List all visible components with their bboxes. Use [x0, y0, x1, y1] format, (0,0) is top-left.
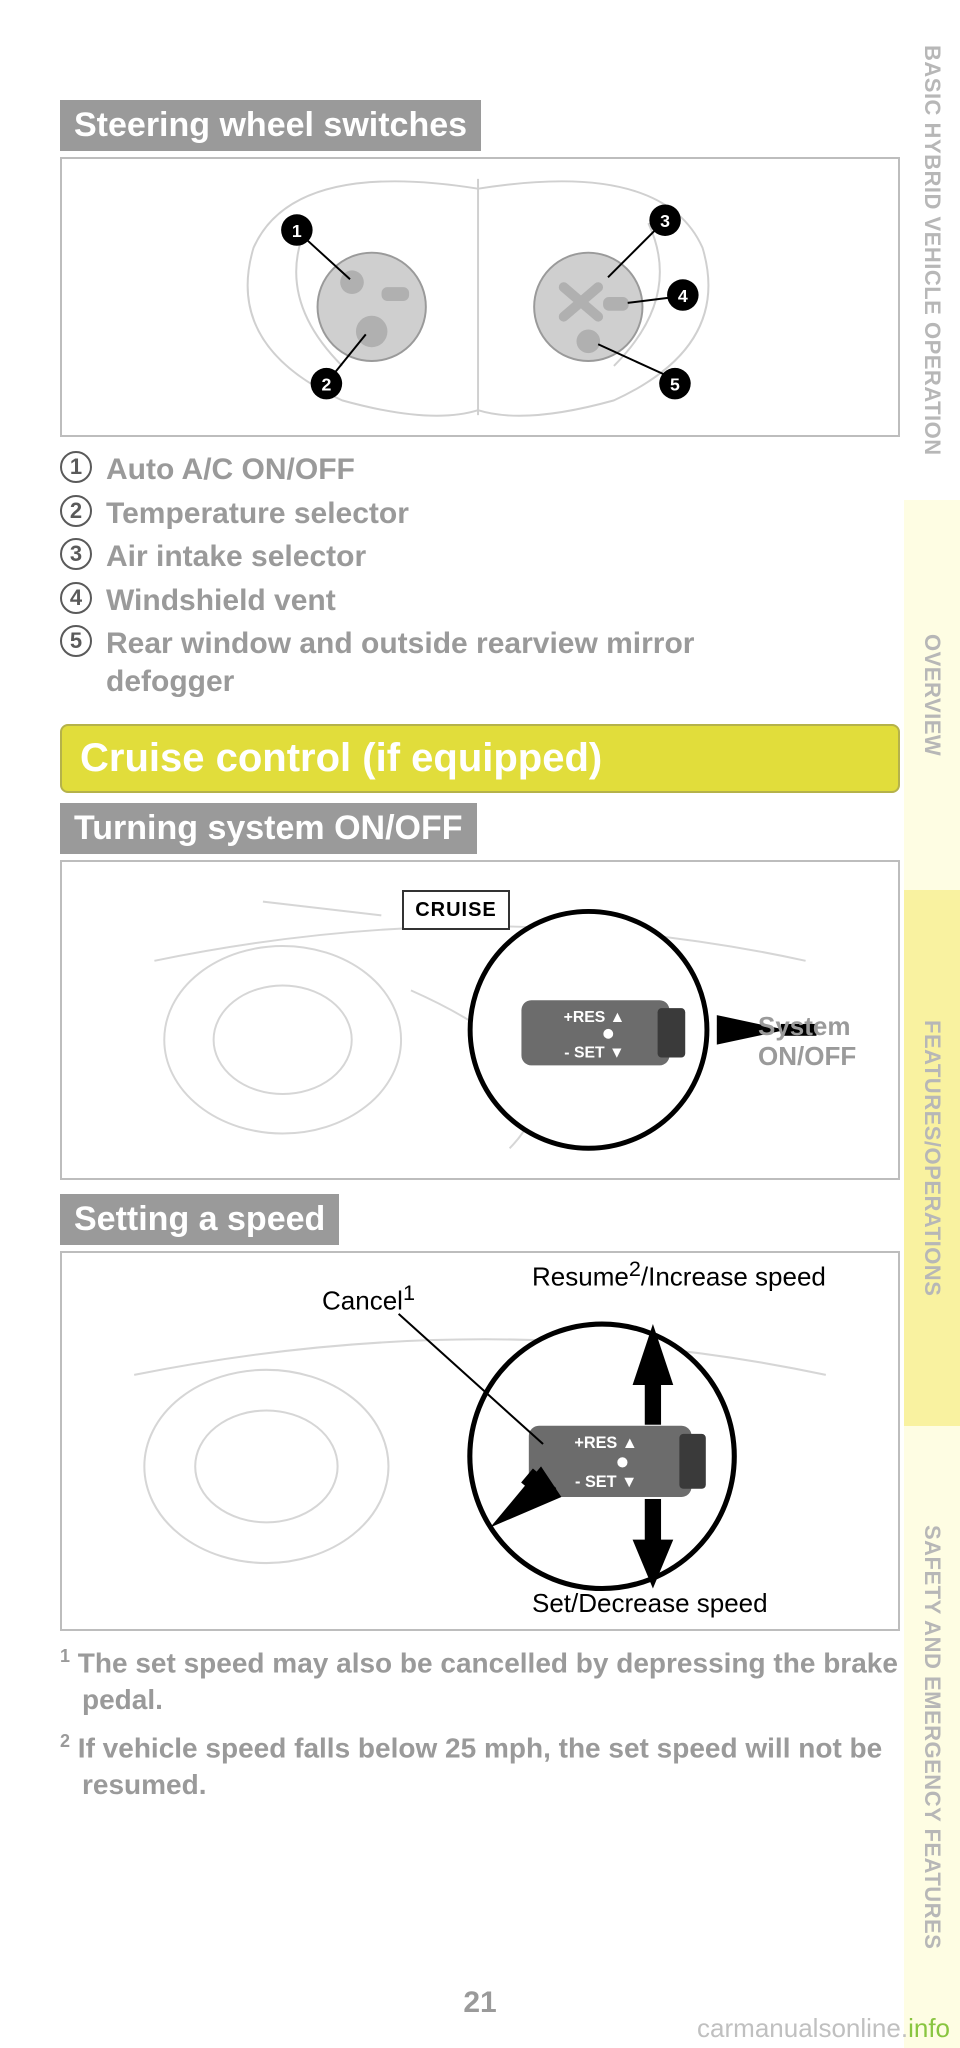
- heading-setting-speed: Setting a speed: [60, 1194, 339, 1245]
- diagram-steering-switches: 1 2 3 4 5: [60, 157, 900, 437]
- heading-cruise-control: Cruise control (if equipped): [60, 724, 900, 793]
- list-number-2-icon: 2: [60, 495, 92, 527]
- footnote-2: 2 If vehicle speed falls below 25 mph, t…: [60, 1730, 900, 1803]
- list-item: 3 Air intake selector: [60, 538, 900, 576]
- heading-steering-switches: Steering wheel switches: [60, 100, 481, 151]
- watermark-main: carmanualsonline: [697, 2013, 901, 2043]
- list-item: 1 Auto A/C ON/OFF: [60, 451, 900, 489]
- svg-text:4: 4: [678, 286, 688, 306]
- label-resume: Resume2/Increase speed: [532, 1257, 826, 1293]
- watermark: carmanualsonline.info: [697, 2013, 950, 2044]
- lever-set-label: - SET ▼: [564, 1044, 624, 1061]
- diagram-setting-speed: Cancel1 Resume2/Increase speed +RES ▲ - …: [60, 1251, 900, 1631]
- cruise-indicator-icon: CRUISE: [402, 890, 510, 930]
- list-number-4-icon: 4: [60, 582, 92, 614]
- steering-wheel-illustration: 1 2 3 4 5: [72, 169, 888, 425]
- svg-text:1: 1: [292, 221, 302, 241]
- setting-speed-illustration: +RES ▲ - SET ▼: [72, 1263, 888, 1619]
- list-item: 5 Rear window and outside rearview mirro…: [60, 625, 900, 700]
- svg-text:- SET ▼: - SET ▼: [575, 1473, 637, 1491]
- label-system-onoff: System ON/OFF: [758, 1012, 878, 1072]
- label-cancel: Cancel1: [322, 1281, 415, 1317]
- watermark-info: info: [908, 2013, 950, 2043]
- svg-text:2: 2: [321, 375, 331, 395]
- list-item: 4 Windshield vent: [60, 582, 900, 620]
- list-text: Temperature selector: [106, 495, 409, 533]
- svg-text:+RES ▲: +RES ▲: [574, 1434, 638, 1452]
- list-text: Air intake selector: [106, 538, 366, 576]
- heading-turning-system: Turning system ON/OFF: [60, 803, 477, 854]
- footnote-1: 1 The set speed may also be cancelled by…: [60, 1645, 900, 1718]
- diagram-cruise-onoff: CRUISE +RES ▲ - SET ▼: [60, 860, 900, 1180]
- list-text: Auto A/C ON/OFF: [106, 451, 355, 489]
- svg-text:3: 3: [660, 211, 670, 231]
- steering-list: 1 Auto A/C ON/OFF 2 Temperature selector…: [60, 451, 900, 700]
- label-set-decrease: Set/Decrease speed: [532, 1589, 768, 1619]
- lever-res-label: +RES ▲: [564, 1009, 626, 1026]
- list-number-5-icon: 5: [60, 625, 92, 657]
- list-item: 2 Temperature selector: [60, 495, 900, 533]
- page-content: Steering wheel switches: [0, 0, 960, 2048]
- list-number-3-icon: 3: [60, 538, 92, 570]
- list-text: Rear window and outside rearview mirror …: [106, 625, 806, 700]
- list-number-1-icon: 1: [60, 451, 92, 483]
- svg-text:5: 5: [670, 375, 680, 395]
- list-text: Windshield vent: [106, 582, 336, 620]
